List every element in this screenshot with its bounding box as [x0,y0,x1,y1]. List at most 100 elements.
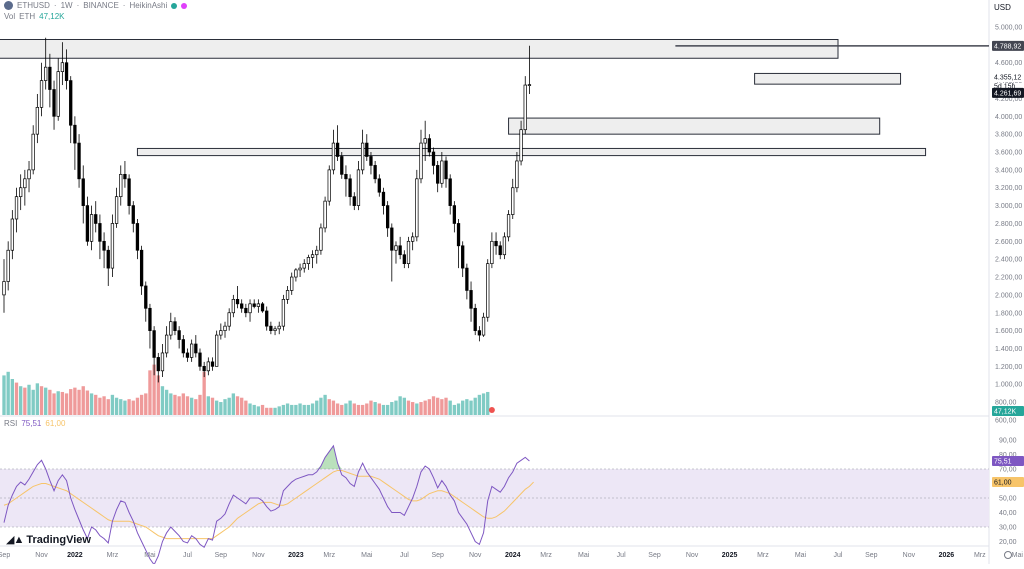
candle-body [356,169,361,206]
time-axis-month: Jul [834,552,843,559]
volume-label: Vol [4,12,16,21]
volume-bar [10,379,15,415]
volume-bar [440,399,444,415]
candle-body [486,263,490,318]
volume-bar [52,393,56,415]
chart-style-label[interactable]: HeikinAshi [129,1,168,10]
candle-body [135,223,140,251]
candle-body [210,361,215,367]
candle-body [352,196,356,206]
rsi-ma-badge: 61,00 [992,477,1024,488]
time-axis-year: 2026 [939,552,955,559]
volume-bar [48,389,52,415]
price-axis-tick: 1.000,00 [995,382,1022,389]
volume-bar [60,391,65,415]
rsi-axis-tick: 90,00 [999,438,1017,445]
candle-body [515,160,519,189]
volume-bar [365,403,369,415]
volume-bar [77,389,81,415]
candle-body [48,66,52,90]
candle-body [248,303,252,314]
time-axis-month: Mrz [540,552,552,559]
rsi-axis-tick: 70,00 [999,467,1017,474]
time-axis-year: 2023 [288,552,304,559]
volume-bar [335,403,340,415]
close-price-badge: 4.261,69 [992,87,1024,98]
volume-bar [348,400,352,415]
candle-body [519,129,523,162]
volume-bar [252,404,256,415]
candle-body [164,334,169,354]
candle-body [310,254,315,258]
candle-body [89,214,94,242]
interval-sep: · [53,1,57,10]
volume-bar [315,400,319,415]
volume-bar [394,400,398,415]
volume-bar [102,396,106,415]
rsi-label: RSI [4,419,18,428]
currency-flag-icon [488,407,495,413]
symbol-legend[interactable]: ETHUSD · 1W · BINANCE · HeikinAshi [4,1,188,10]
price-axis-tick: 3.400,00 [995,167,1022,174]
volume-bar [465,399,469,415]
volume-bar [202,371,206,415]
volume-bar [277,406,281,415]
candle-body [419,142,423,180]
price-badge-bg [992,72,1024,83]
volume-bar [169,393,173,415]
price-badge-text: 47,12K [994,409,1017,416]
volume-bar [148,370,152,415]
volume-bar [473,397,477,415]
volume-bar [127,399,131,415]
volume-bar [323,394,327,415]
volume-bar [406,400,411,415]
candle-body [127,178,131,206]
rsi-axis-tick: 30,00 [999,525,1017,532]
bar-countdown: 5d 15h [994,83,1016,90]
volume-legend[interactable]: Vol ETH 47,12K [4,12,64,21]
rsi-legend[interactable]: RSI 75,51 61,00 [4,419,65,428]
candle-body [219,330,223,336]
volume-bar [223,399,227,415]
candle-body [423,138,427,144]
volume-bar [390,402,394,415]
candle-body [235,299,240,305]
volume-bar [419,402,423,415]
candle-body [85,205,90,242]
price-axis-tick: 800,00 [995,400,1017,407]
rsi-ma-line [3,469,534,540]
price-badge-bg [992,406,1024,416]
candle-body [56,71,60,117]
candle-body [465,267,469,291]
candle-body [502,236,507,256]
candle-body [106,249,110,269]
time-axis-month: Sep [0,552,10,559]
candle-body [190,343,194,358]
rsi-axis-tick: 20,00 [999,539,1017,546]
candle-body [81,178,85,206]
time-axis-month: Mai [578,552,590,559]
time-axis-month: Mai [144,552,156,559]
candle-body [160,352,165,372]
volume-bar [352,403,356,415]
candle-body [244,307,248,314]
volume-bar [481,393,486,415]
candle-body [340,156,344,175]
candle-body [402,254,406,264]
currency-selector[interactable]: USD [994,2,1011,12]
volume-bar [456,403,461,415]
candle-body [227,312,231,327]
volume-bar [135,397,140,415]
candle-body [436,165,440,184]
tradingview-logo[interactable]: ◢▲ TradingView [6,533,91,547]
volume-bar [210,397,215,415]
candle-body [169,321,173,336]
symbol-name[interactable]: ETHUSD [17,1,50,10]
rsi-overbought-fill [316,445,342,469]
volume-bar [398,396,402,415]
rsi-axis-tick: 80,00 [999,452,1017,459]
candle-body [277,325,281,330]
interval-label[interactable]: 1W [60,1,73,10]
candle-body [77,142,81,180]
